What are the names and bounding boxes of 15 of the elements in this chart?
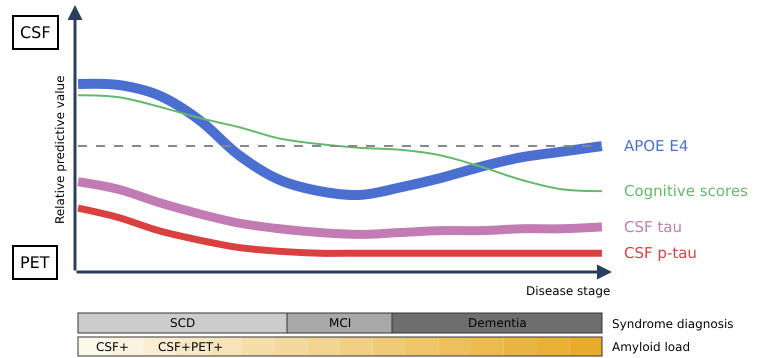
text: SCD: [170, 316, 196, 330]
series-label: CSF tau: [624, 218, 682, 236]
text: Syndrome diagnosis: [612, 317, 734, 331]
x-axis-title: Disease stage: [526, 284, 610, 298]
text: CSF+PET+: [158, 340, 224, 354]
series-label: APOE E4: [624, 137, 688, 155]
text: Amyloid load: [612, 340, 690, 354]
y-axis-title: Relative predictive value: [53, 75, 67, 224]
text: CSF+: [96, 340, 129, 354]
text: PET: [20, 253, 50, 272]
series-label: CSF p-tau: [624, 244, 697, 262]
text: MCI: [329, 316, 352, 330]
text: Dementia: [468, 316, 527, 330]
series-label: Cognitive scores: [624, 182, 748, 200]
text: CSF: [20, 23, 51, 42]
